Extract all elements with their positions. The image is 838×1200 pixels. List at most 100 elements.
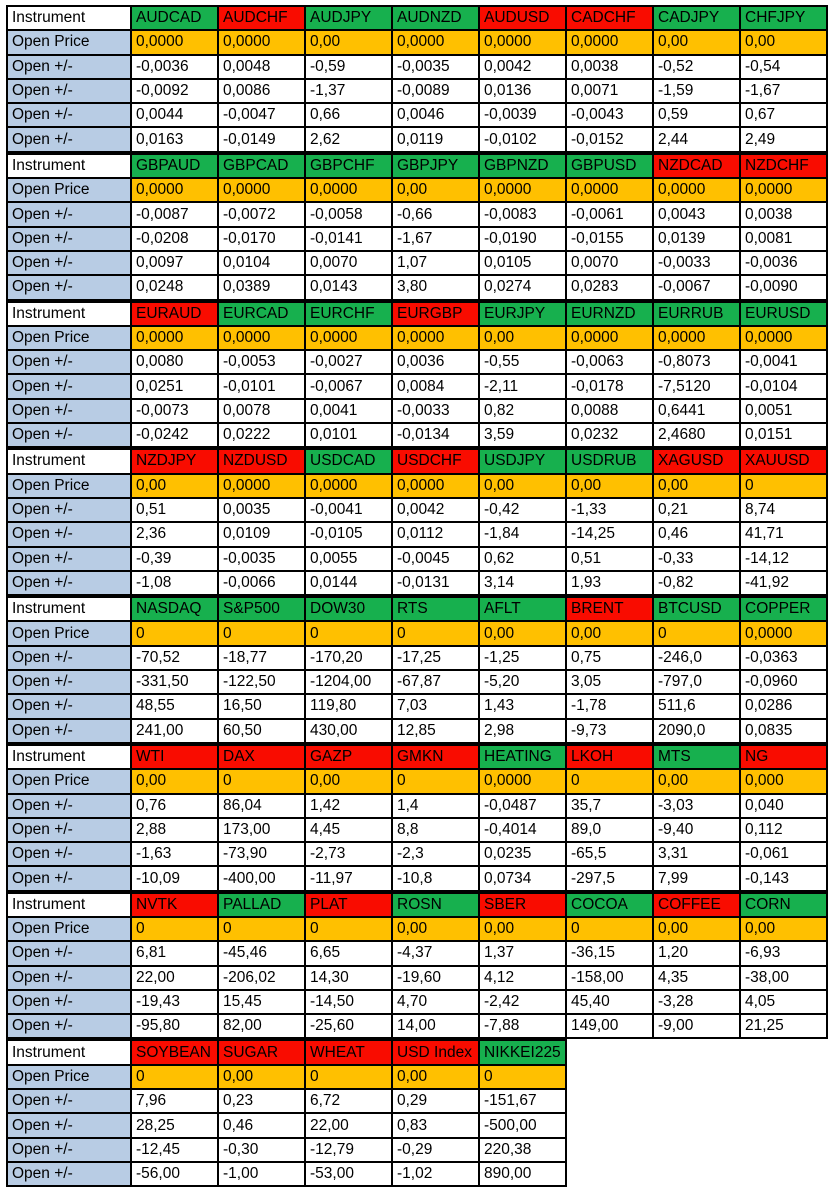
open-price-cell: 0 [304,915,393,943]
open-price-cell: 0,00 [565,620,654,647]
table-row: Instrument NASDAQ S&P500 DOW30 RTS AFLT BRENT B… [6,596,828,623]
open-delta-cell: -0,0027 [304,349,393,376]
instrument-name-cell: GBPCAD [217,152,306,180]
open-delta-cell: -19,43 [130,988,219,1016]
table-row: Open Price 0 0 0 0 0,00 0,00 0 0,0000 [6,620,828,647]
table-row: Open +/- 48,55 16,50 119,80 7,03 1,43 -1,78 511… [6,693,828,720]
open-delta-cell: 2,36 [130,521,219,548]
open-delta-cell: -331,50 [130,669,219,696]
table-row: Open +/- 0,76 86,04 1,42 1,4 -0,0487 35,7 -3,03… [6,792,828,819]
row-label-open-delta: Open +/- [6,964,132,991]
row-label-open-delta: Open +/- [6,201,132,228]
open-delta-cell: 0,0101 [304,422,393,449]
instrument-name-cell: EURRUB [652,300,741,327]
open-delta-cell: -1,59 [652,77,741,105]
open-delta-cell: -25,60 [304,1013,393,1040]
instrument-name-cell: USDCAD [304,448,393,475]
table-row: Open +/- 7,96 0,23 6,72 0,29 -151,67 [6,1088,567,1115]
open-delta-cell: -297,5 [565,865,654,892]
open-delta-cell: 0,0042 [391,496,480,524]
open-delta-cell: -0,42 [478,496,567,524]
open-price-cell: 0,0000 [565,29,654,56]
instrument-name-cell: AUDCHF [217,4,306,32]
open-delta-cell: -0,54 [739,53,828,80]
row-label-open-price: Open Price [6,768,132,795]
open-delta-cell: 3,31 [652,841,741,868]
open-delta-cell: 0,0144 [304,569,393,597]
open-delta-cell: -122,50 [217,669,306,696]
open-delta-cell: -45,46 [217,940,306,967]
table-row: Open Price 0,0000 0,0000 0,0000 0,00 0,0000 0,… [6,177,828,204]
row-label-instrument: Instrument [6,743,132,771]
table-row: Open Price 0 0 0 0,00 0,00 0 0,00 0,00 [6,915,828,943]
row-label-open-delta: Open +/- [6,1136,132,1163]
open-delta-cell: 0,51 [565,545,654,572]
open-price-cell: 0 [217,620,306,647]
open-delta-cell: 0,0136 [478,77,567,105]
open-delta-cell: 0,0143 [304,274,393,301]
open-delta-cell: -0,0208 [130,225,219,252]
open-delta-cell: -1,33 [565,496,654,524]
open-delta-cell: 511,6 [652,693,741,720]
instrument-name-cell: NASDAQ [130,596,219,623]
open-delta-cell: -0,0072 [217,201,306,228]
open-price-cell: 0,0000 [652,177,741,204]
open-delta-cell: -56,00 [130,1160,219,1188]
open-delta-cell: 60,50 [217,717,306,744]
open-delta-cell: 1,4 [391,792,480,819]
instrument-name-cell: NZDCHF [739,152,828,180]
open-price-cell: 0,0000 [130,324,219,352]
open-price-cell: 0,0000 [565,324,654,352]
open-price-cell: 0,0000 [652,324,741,352]
row-label-open-price: Open Price [6,620,132,647]
open-delta-cell: -0,0036 [739,249,828,277]
open-delta-cell: -3,03 [652,792,741,819]
instrument-name-cell: EURAUD [130,300,219,327]
open-delta-cell: 0,83 [391,1112,480,1139]
open-delta-cell: -0,0102 [478,126,567,153]
open-delta-cell: 2,44 [652,126,741,153]
open-price-cell: 0 [391,768,480,795]
open-price-cell: 0,0000 [217,472,306,499]
open-delta-cell: -0,0066 [217,569,306,597]
table-row: Open +/- -56,00 -1,00 -53,00 -1,02 890,00 [6,1160,567,1188]
open-delta-cell: -0,0033 [652,249,741,277]
instrument-name-cell: GBPJPY [391,152,480,180]
open-delta-cell: 0,59 [652,102,741,129]
instrument-name-cell: RTS [391,596,480,623]
open-delta-cell: 2,49 [739,126,828,153]
open-delta-cell: 0,46 [217,1112,306,1139]
open-delta-cell: -0,0035 [217,545,306,572]
open-delta-cell: 0,0235 [478,841,567,868]
open-delta-cell: -14,25 [565,521,654,548]
open-delta-cell: 0,0119 [391,126,480,153]
open-delta-cell: -0,0242 [130,422,219,449]
instrument-name-cell: COFFEE [652,891,741,918]
table-row: Open Price 0,0000 0,0000 0,00 0,0000 0,0000 0,… [6,29,828,56]
open-delta-cell: -14,12 [739,545,828,572]
open-delta-cell: -1,84 [478,521,567,548]
open-delta-cell: -0,0155 [565,225,654,252]
open-delta-cell: 12,85 [391,717,480,744]
open-price-cell: 0 [304,620,393,647]
instrument-name-cell: AUDNZD [391,4,480,32]
open-price-cell: 0,0000 [304,177,393,204]
open-delta-cell: 3,80 [391,274,480,301]
open-delta-cell: -0,0087 [130,201,219,228]
open-delta-cell: -0,0178 [565,373,654,400]
row-label-open-delta: Open +/- [6,225,132,252]
instrument-name-cell: GBPCHF [304,152,393,180]
open-delta-cell: 0,0274 [478,274,567,301]
instrument-name-cell: EURUSD [739,300,828,327]
open-delta-cell: -73,90 [217,841,306,868]
instrument-name-cell: SOYBEAN [130,1039,219,1066]
instrument-name-cell: XAGUSD [652,448,741,475]
open-price-cell: 0,0000 [304,324,393,352]
instrument-name-cell: S&P500 [217,596,306,623]
open-price-cell: 0,00 [130,768,219,795]
open-delta-cell: -797,0 [652,669,741,696]
open-delta-cell: 8,8 [391,816,480,844]
open-delta-cell: 1,43 [478,693,567,720]
instrument-name-cell: CADJPY [652,4,741,32]
